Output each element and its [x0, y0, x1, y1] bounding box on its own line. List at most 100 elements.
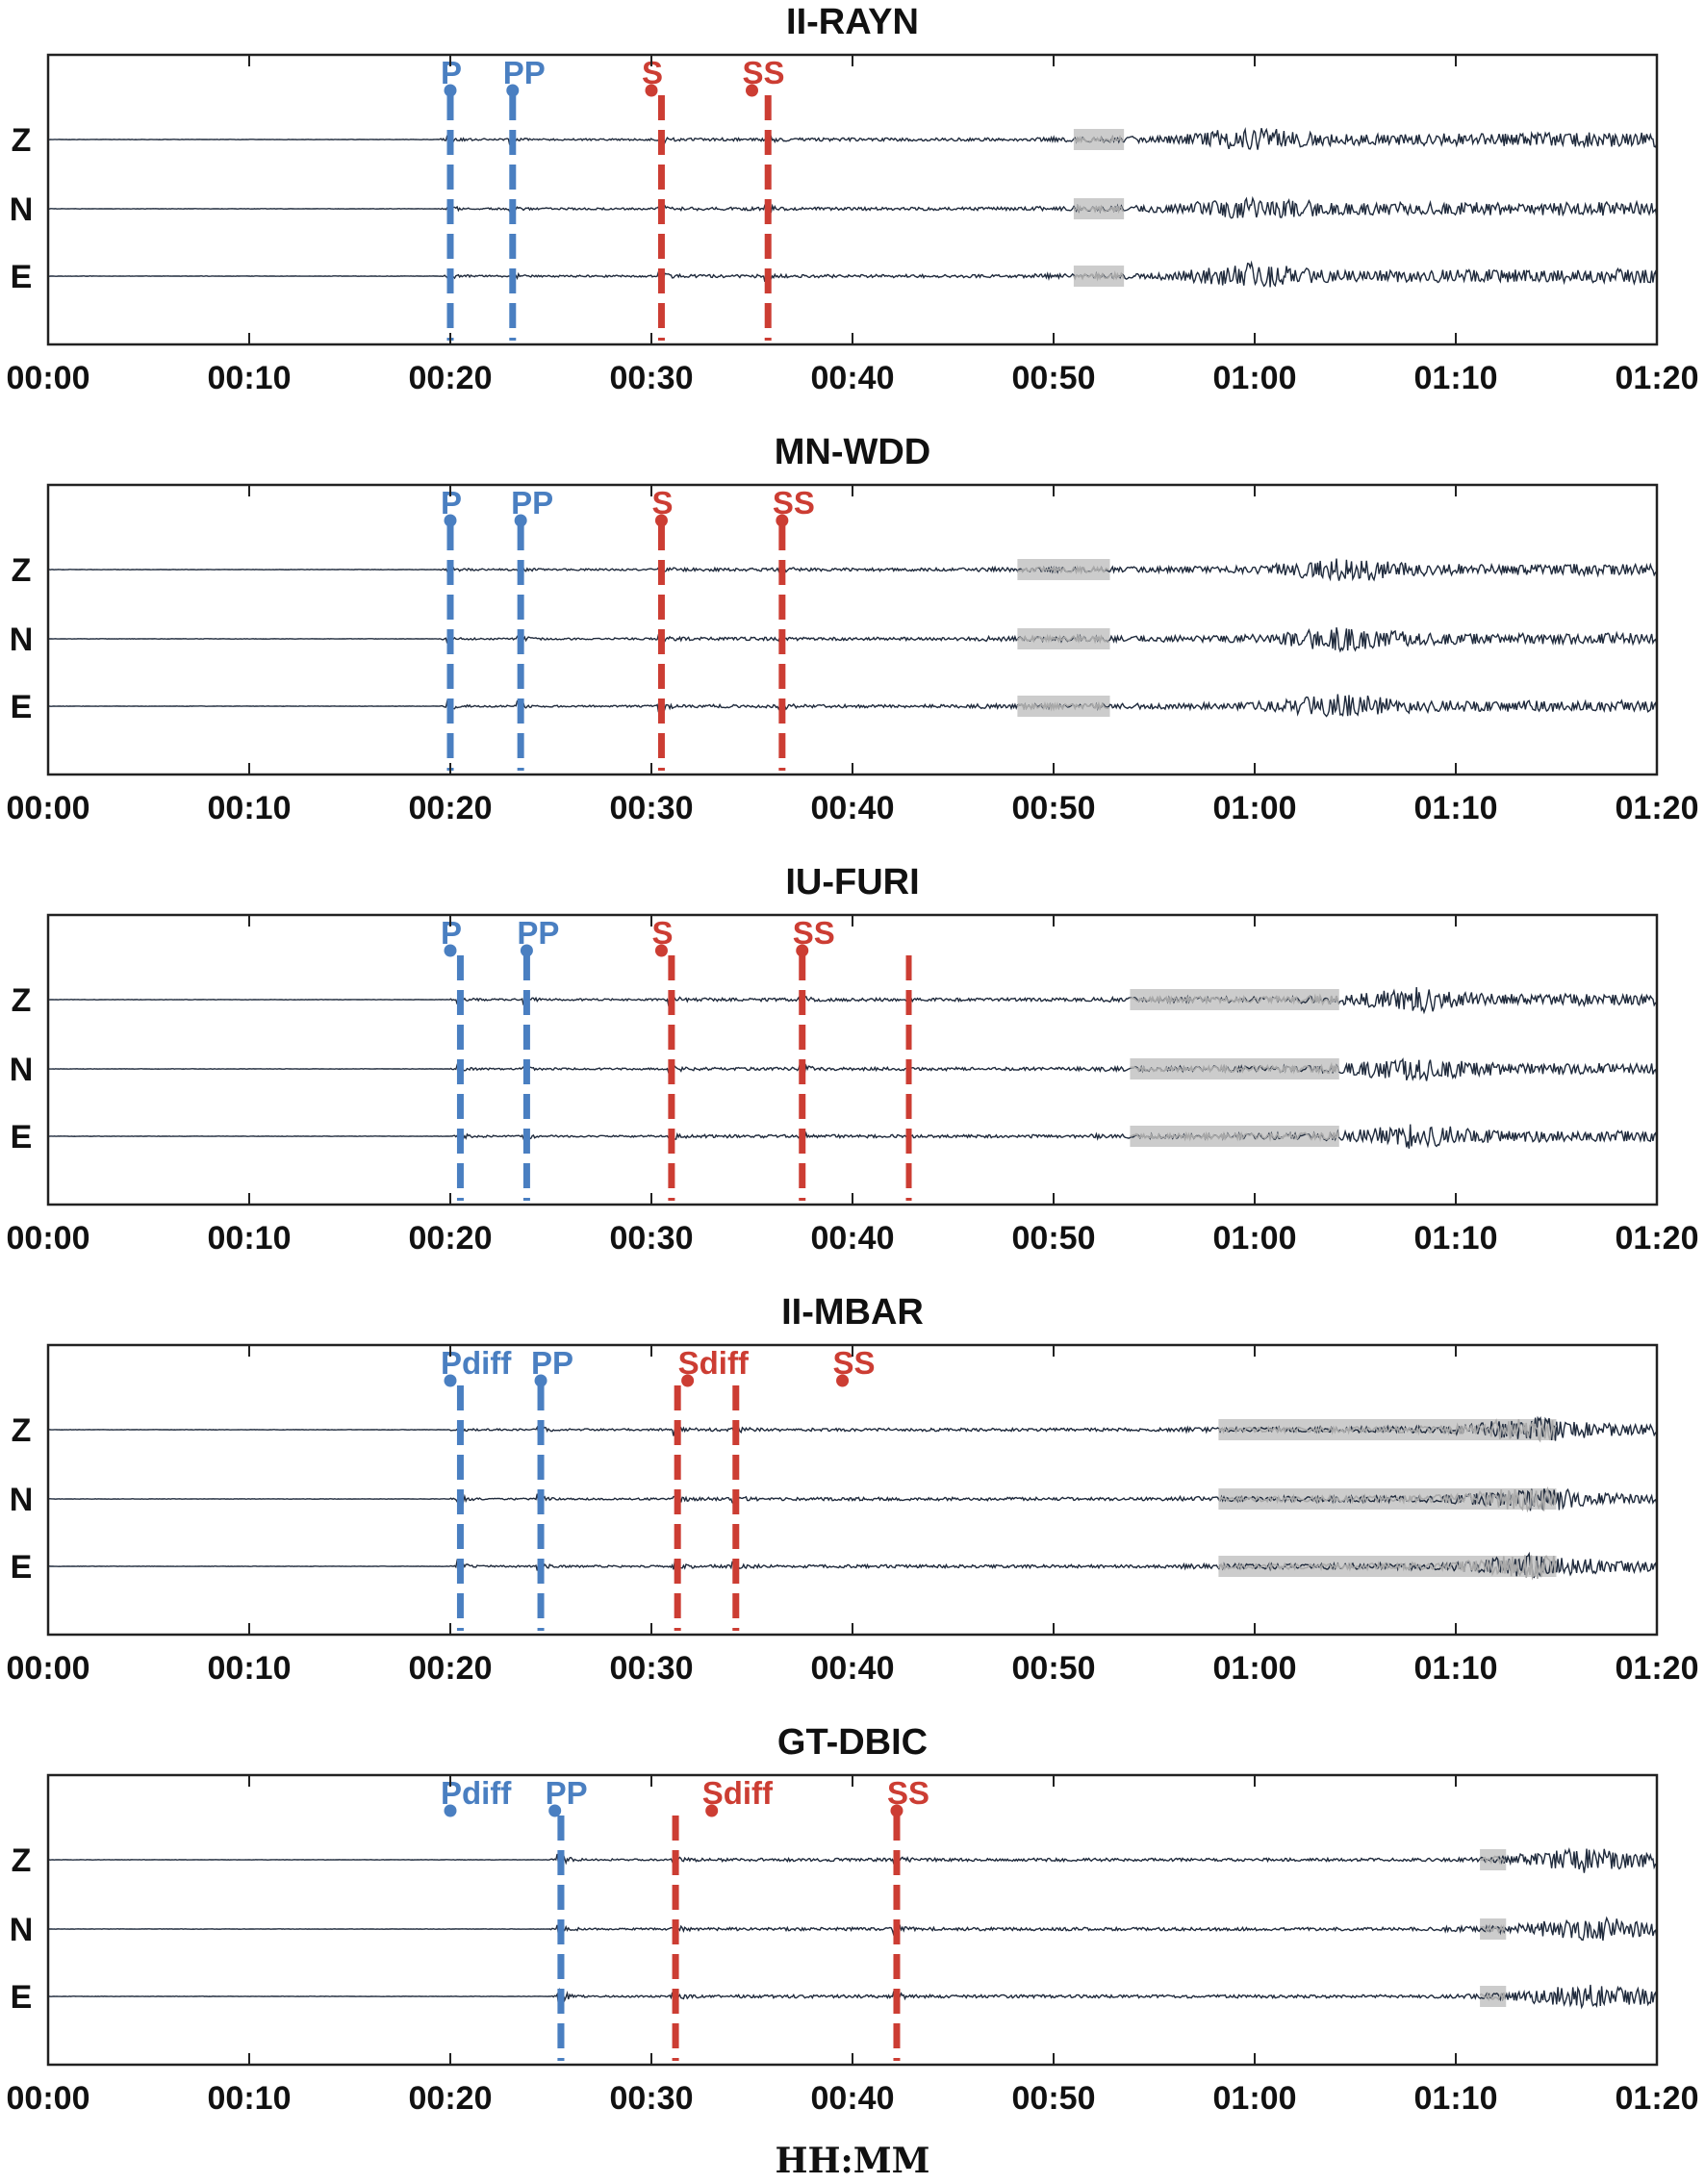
phase-label-ss: SS [743, 55, 785, 90]
phase-label-pdiff: Pdiff [441, 1345, 512, 1381]
x-tick-label: 00:20 [409, 360, 493, 396]
x-tick-label: 01:10 [1414, 2080, 1498, 2117]
phase-marker-ss [836, 1374, 850, 1387]
trace-highlight-e [1130, 1130, 1340, 1142]
x-tick-label: 01:10 [1414, 1650, 1498, 1687]
phase-label-s: S [651, 485, 673, 521]
x-tick-label: 00:30 [610, 1220, 694, 1257]
panel-title: GT-DBIC [777, 1722, 928, 1763]
x-tick-label: 00:00 [7, 790, 90, 826]
phase-marker-ss [796, 944, 809, 957]
phase-label-ss: SS [887, 1775, 929, 1811]
phase-marker-s [654, 944, 668, 957]
component-label-z: Z [12, 122, 32, 159]
panel-ii-mbar: II-MBAR ZNE Pdiff PP Sdiff SS 00:00 00:10 00:20 0… [7, 1292, 1699, 1687]
component-label-n: N [10, 191, 34, 228]
phase-label-pp: PP [503, 55, 546, 90]
phase-label-pp: PP [517, 915, 559, 951]
x-tick-label: 00:50 [1012, 1220, 1096, 1257]
trace-e [47, 694, 1658, 718]
phase-marker-sdiff [705, 1804, 719, 1817]
phase-label-p: P [441, 55, 462, 90]
x-tick-label: 00:10 [208, 2080, 292, 2117]
phase-marker-s [645, 84, 658, 97]
trace-highlight-z [1130, 993, 1340, 1006]
trace-highlight-n [1073, 204, 1125, 215]
x-tick-label: 00:40 [811, 790, 895, 826]
x-tick-label: 01:10 [1414, 360, 1498, 396]
panel-title: MN-WDD [775, 432, 931, 472]
phase-label-p: P [441, 915, 462, 951]
axes-box [46, 53, 1659, 346]
trace-z [47, 558, 1658, 582]
trace-highlight-z [1479, 1855, 1506, 1866]
trace-highlight-z [1017, 565, 1109, 575]
x-tick-label: 01:20 [1616, 1220, 1699, 1257]
trace-z [47, 127, 1658, 150]
trace-highlight-e [1073, 270, 1125, 282]
trace-highlight-e [1479, 1992, 1506, 2002]
trace-z [48, 986, 1657, 1015]
x-tick-label: 00:10 [208, 360, 292, 396]
trace-highlight-z [1073, 134, 1125, 144]
trace-highlight-n [1218, 1486, 1558, 1513]
trace-highlight-n [1016, 633, 1109, 645]
x-tick-label: 00:50 [1012, 2080, 1096, 2117]
x-tick-label: 00:50 [1012, 790, 1096, 826]
trace-highlight-n [1130, 1061, 1340, 1075]
x-tick-label: 00:30 [610, 360, 694, 396]
x-tick-label: 00:30 [610, 1650, 694, 1687]
component-label-e: E [11, 259, 33, 295]
component-label-e: E [11, 1549, 33, 1586]
panel-title: II-MBAR [781, 1292, 924, 1333]
phase-marker-p [444, 514, 457, 527]
x-tick-label: 01:00 [1213, 1650, 1297, 1687]
trace-highlight-e [1016, 700, 1109, 712]
phase-label-pp: PP [531, 1345, 573, 1381]
x-tick-label: 00:00 [7, 1650, 90, 1687]
phase-label-ss: SS [773, 485, 815, 521]
component-label-z: Z [12, 982, 32, 1019]
panel-gt-dbic: GT-DBIC ZNE Pdiff PP Sdiff SS 00:00 00:10 00:20 0… [7, 1722, 1699, 2117]
x-tick-label: 01:20 [1616, 360, 1699, 396]
x-tick-label: 01:20 [1616, 2080, 1699, 2117]
phase-marker-pp [506, 84, 520, 97]
phase-marker-pp [520, 944, 533, 957]
x-tick-label: 00:50 [1012, 360, 1096, 396]
phase-label-sdiff: Sdiff [678, 1345, 750, 1381]
trace-n [47, 1487, 1658, 1511]
phase-marker-sdiff [681, 1374, 695, 1387]
trace-e [48, 1124, 1658, 1149]
trace-z [47, 1847, 1658, 1873]
x-tick-label: 00:20 [409, 790, 493, 826]
x-tick-label: 00:10 [208, 790, 292, 826]
component-label-n: N [10, 1052, 34, 1088]
surface-window-z [1130, 989, 1339, 1010]
x-tick-label: 00:40 [811, 1220, 895, 1257]
x-tick-label: 00:00 [7, 2080, 90, 2117]
x-tick-label: 00:30 [610, 2080, 694, 2117]
phase-marker-pdiff [444, 1804, 457, 1817]
phase-marker-ss [776, 514, 789, 527]
phase-label-ss: SS [833, 1345, 876, 1381]
x-tick-label: 00:40 [811, 1650, 895, 1687]
x-tick-label: 00:20 [409, 1650, 493, 1687]
axes-box [46, 483, 1659, 776]
phase-marker-s [654, 514, 668, 527]
phase-marker-p [444, 944, 457, 957]
x-tick-label: 01:20 [1616, 790, 1699, 826]
phase-marker-p [444, 84, 457, 97]
x-tick-label: 00:40 [811, 360, 895, 396]
component-label-e: E [11, 1119, 33, 1155]
component-label-n: N [10, 1482, 34, 1518]
phase-label-s: S [642, 55, 663, 90]
component-label-z: Z [12, 552, 32, 589]
x-tick-label: 00:20 [409, 1220, 493, 1257]
phase-marker-pp [514, 514, 527, 527]
phase-label-pp: PP [546, 1775, 588, 1811]
x-tick-label: 01:00 [1213, 790, 1297, 826]
